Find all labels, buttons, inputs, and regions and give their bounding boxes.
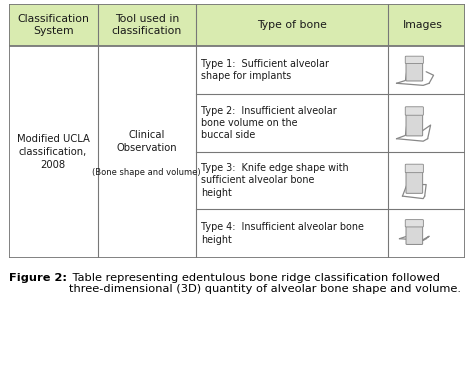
FancyBboxPatch shape xyxy=(406,63,423,81)
FancyBboxPatch shape xyxy=(406,226,423,244)
FancyBboxPatch shape xyxy=(405,56,423,64)
Text: Type of bone: Type of bone xyxy=(257,20,327,30)
Text: Type 3:  Knife edge shape with
sufficient alveolar bone
height: Type 3: Knife edge shape with sufficient… xyxy=(201,163,349,198)
FancyBboxPatch shape xyxy=(406,172,423,193)
Bar xyxy=(9,4,465,46)
Text: Type 4:  Insufficient alveolar bone
height: Type 4: Insufficient alveolar bone heigh… xyxy=(201,222,364,244)
FancyBboxPatch shape xyxy=(406,114,423,136)
Text: (Bone shape and volume): (Bone shape and volume) xyxy=(92,168,201,177)
Text: Images: Images xyxy=(403,20,443,30)
Text: Figure 2:: Figure 2: xyxy=(9,273,66,282)
Text: Tool used in
classification: Tool used in classification xyxy=(112,14,182,36)
Text: Type 1:  Sufficient alveolar
shape for implants: Type 1: Sufficient alveolar shape for im… xyxy=(201,59,329,81)
FancyBboxPatch shape xyxy=(405,107,423,115)
Text: Table representing edentulous bone ridge classification followed three-dimension: Table representing edentulous bone ridge… xyxy=(69,273,461,294)
FancyBboxPatch shape xyxy=(405,164,423,173)
FancyBboxPatch shape xyxy=(405,219,423,227)
Text: Classification
System: Classification System xyxy=(17,14,89,36)
Text: Clinical
Observation: Clinical Observation xyxy=(117,130,177,153)
Text: Modified UCLA
classification,
2008: Modified UCLA classification, 2008 xyxy=(17,133,90,170)
Bar xyxy=(9,46,465,258)
Text: Type 2:  Insufficient alveolar
bone volume on the
buccal side: Type 2: Insufficient alveolar bone volum… xyxy=(201,106,337,140)
